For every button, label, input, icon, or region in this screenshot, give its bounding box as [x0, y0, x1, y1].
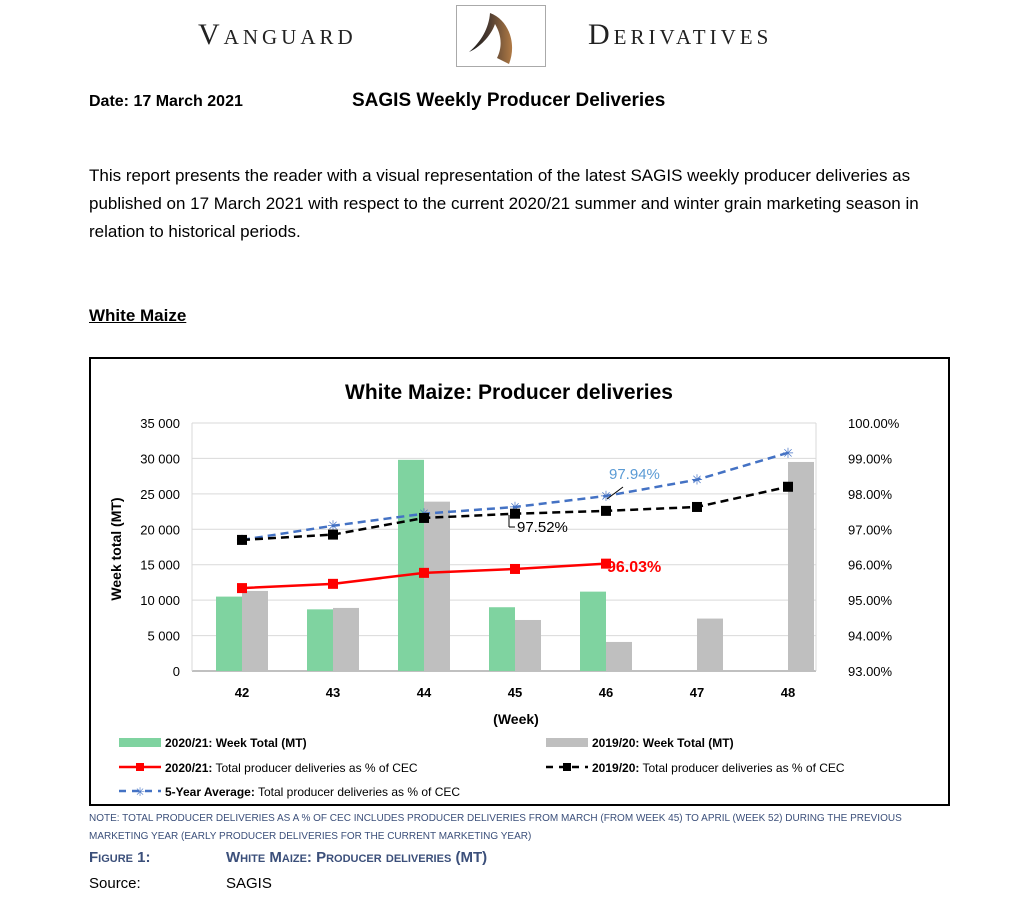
legend-swatch	[546, 738, 588, 747]
chart-frame: White Maize: Producer deliveries ✳✳✳✳✳✳✳…	[89, 357, 950, 806]
bar-2020-21-week-46	[580, 591, 606, 671]
bar-2019-20-week-48	[788, 461, 814, 671]
y-tick-label: 35 000	[140, 416, 180, 431]
x-axis-label: (Week)	[493, 711, 539, 727]
y2-tick-label: 98.00%	[848, 487, 893, 502]
y-tick-label: 10 000	[140, 593, 180, 608]
y-tick-label: 15 000	[140, 558, 180, 573]
chart-note: Note: Total producer deliveries as a % o…	[89, 813, 902, 842]
bar-2019-20-week-43	[333, 607, 359, 671]
report-date: Date: 17 March 2021	[89, 93, 243, 110]
bar-2020-21-week-44	[398, 459, 424, 671]
point-marker	[601, 505, 611, 516]
point-marker	[510, 508, 520, 519]
point-marker	[510, 563, 520, 574]
y2-tick-label: 97.00%	[848, 522, 893, 537]
y2-tick-label: 93.00%	[848, 664, 893, 679]
point-marker	[237, 583, 247, 594]
chart-title: White Maize: Producer deliveries	[345, 381, 673, 404]
point-marker	[237, 534, 247, 545]
y2-tick-label: 99.00%	[848, 451, 893, 466]
brand-left: Vanguard	[198, 18, 357, 51]
y-tick-label: 20 000	[140, 522, 180, 537]
bar-2019-20-week-42	[242, 590, 268, 671]
bar-2020-21-week-42	[216, 596, 242, 671]
point-marker-5yr: ✳	[509, 499, 521, 515]
source-label: Source:	[89, 875, 141, 892]
x-tick-label: 44	[417, 685, 432, 700]
sail-logo-icon	[456, 5, 546, 67]
point-marker	[328, 529, 338, 540]
point-marker	[601, 558, 611, 569]
legend-swatch	[119, 738, 161, 747]
y-tick-label: 5 000	[147, 629, 180, 644]
y2-tick-label: 96.00%	[848, 558, 893, 573]
bar-2019-20-week-46	[606, 641, 632, 671]
report-title: SAGIS Weekly Producer Deliveries	[352, 90, 666, 111]
legend-label: 2019/20: Week Total (MT)	[592, 736, 734, 750]
annotation-5yr: 97.94%	[609, 466, 660, 483]
point-marker-5yr: ✳	[600, 488, 612, 504]
bar-2019-20-week-44	[424, 501, 450, 671]
bar-2019-20-week-47	[697, 618, 723, 671]
intro-paragraph: This report presents the reader with a v…	[89, 166, 919, 241]
point-marker-5yr: ✳	[327, 518, 339, 534]
figure-label: Figure 1:	[89, 849, 151, 866]
x-tick-label: 48	[781, 685, 795, 700]
bar-2020-21-week-43	[307, 609, 333, 671]
x-tick-label: 45	[508, 685, 522, 700]
point-marker-5yr: ✳	[691, 472, 703, 488]
legend-marker	[563, 763, 571, 771]
legend-label: 2019/20: Total producer deliveries as % …	[592, 761, 845, 775]
x-tick-label: 43	[326, 685, 340, 700]
point-marker	[692, 501, 702, 512]
line-series-4	[241, 451, 789, 542]
point-marker	[328, 578, 338, 589]
y2-tick-label: 94.00%	[848, 629, 893, 644]
y2-tick-label: 100.00%	[848, 416, 900, 431]
y-tick-label: 25 000	[140, 487, 180, 502]
x-tick-label: 47	[690, 685, 704, 700]
x-tick-label: 46	[599, 685, 613, 700]
legend-label: 2020/21: Week Total (MT)	[165, 736, 307, 750]
bar-2019-20-week-45	[515, 619, 541, 671]
x-tick-label: 42	[235, 685, 249, 700]
y-axis-label: Week total (MT)	[108, 497, 124, 600]
annotation-2019-20: 97.52%	[517, 519, 568, 536]
bar-2020-21-week-45	[489, 607, 515, 671]
legend-label: 5-Year Average: Total producer deliverie…	[165, 785, 460, 799]
y-tick-label: 0	[173, 664, 180, 679]
point-marker	[419, 512, 429, 523]
point-marker-5yr: ✳	[782, 445, 794, 461]
section-heading: White Maize	[89, 306, 187, 325]
y-tick-label: 30 000	[140, 451, 180, 466]
figure-title: White Maize: Producer deliveries (MT)	[226, 849, 488, 866]
point-marker	[783, 481, 793, 492]
brand-right: Derivatives	[588, 18, 773, 51]
source-value: SAGIS	[226, 875, 272, 892]
point-marker	[419, 567, 429, 578]
legend-label: 2020/21: Total producer deliveries as % …	[165, 761, 418, 775]
producer-deliveries-chart: White Maize: Producer deliveries ✳✳✳✳✳✳✳…	[108, 381, 900, 799]
y2-tick-label: 95.00%	[848, 593, 893, 608]
annotation-2020-21: 96.03%	[607, 559, 661, 576]
legend-marker	[136, 763, 144, 771]
legend-marker: ✳	[135, 785, 145, 799]
